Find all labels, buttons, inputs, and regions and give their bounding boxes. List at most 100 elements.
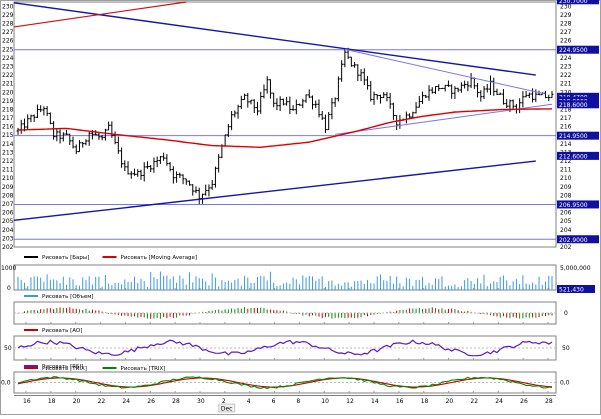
price-tick-left: 221 (2, 81, 14, 88)
price-tick-right: 224 (560, 55, 572, 62)
legend-label: Рисовать [Бары] (42, 255, 89, 261)
legend-label: Рисовать [Moving Average] (121, 255, 198, 261)
price-tick-left: 207 (2, 201, 14, 208)
price-tag-label: 218.6000 (559, 102, 588, 109)
red-channel-line (13, 1, 187, 28)
volume-tick-left: 1000 (1, 265, 16, 272)
price-tick-right: 209 (560, 184, 572, 191)
price-tag (557, 0, 599, 5)
price-panel[interactable] (13, 1, 557, 248)
month-label-box (218, 403, 236, 413)
price-tick-left: 213 (2, 149, 14, 156)
x-tick-label: 18 (421, 398, 429, 405)
price-tag (557, 151, 599, 160)
price-tick-right: 230 (560, 3, 572, 10)
price-tag (557, 235, 599, 244)
price-tick-right: 221 (560, 81, 572, 88)
legend-label: Рисовать [AO] (42, 328, 82, 334)
x-tick-label: 20 (446, 398, 454, 405)
price-tick-left: 204 (2, 227, 14, 234)
x-tick-label: 18 (48, 398, 56, 405)
rsi-tick-left: 50 (4, 345, 12, 352)
price-tick-left: 215 (2, 132, 14, 139)
price-tick-right: 228 (560, 20, 572, 27)
price-tick-left: 228 (2, 20, 14, 27)
price-tag (557, 131, 599, 140)
price-tick-right: 205 (560, 218, 572, 225)
price-tick-right: 212 (560, 158, 572, 165)
price-tag-label: 214.9500 (559, 133, 588, 140)
x-tick-label: 14 (371, 398, 379, 405)
price-tag-label: 202.9000 (559, 237, 588, 244)
price-tick-right: 210 (560, 175, 572, 182)
price-tick-right: 222 (560, 72, 572, 79)
x-tick-label: 16 (23, 398, 31, 405)
price-tag-label: 230.7000 (559, 0, 588, 5)
legend-label: Рисовать [RSI] (42, 364, 83, 370)
x-tick-label: 20 (73, 398, 81, 405)
volume-tag-label: 521,430 (559, 287, 584, 294)
price-tick-left: 203 (2, 235, 14, 242)
price-tick-right: 218 (560, 106, 572, 113)
price-tick-left: 226 (2, 38, 14, 45)
x-tick-label: 30 (197, 398, 205, 405)
price-tick-left: 220 (2, 89, 14, 96)
volume-tick-right: 5,000,000 (560, 265, 591, 272)
legend-label: Рисовать [TRIX] (121, 366, 166, 372)
legend-label: Рисовать [TRIX] (42, 366, 87, 372)
price-tick-left: 205 (2, 218, 14, 225)
x-tick-label: 22 (470, 398, 478, 405)
price-tick-left: 229 (2, 12, 14, 19)
ao-tick: 0 (564, 310, 568, 317)
price-tick-left: 208 (2, 192, 14, 199)
price-tick-left: 206 (2, 210, 14, 217)
triangle-upper-line (344, 48, 546, 95)
price-tick-right: 214 (560, 141, 572, 148)
price-tick-left: 216 (2, 124, 14, 131)
price-tick-left: 210 (2, 175, 14, 182)
volume-bars (17, 271, 553, 290)
month-label: Dec (221, 406, 233, 413)
price-tick-right: 206 (560, 210, 572, 217)
moving-average-line (17, 108, 553, 149)
price-tick-left: 202 (2, 244, 14, 251)
price-tag (557, 45, 599, 54)
x-tick-label: 12 (346, 398, 354, 405)
price-tag-label: 206.9500 (559, 202, 588, 209)
volume-tag (557, 285, 595, 293)
rsi-panel[interactable] (13, 335, 557, 361)
x-tick-label: 22 (98, 398, 106, 405)
x-tick-label: 4 (247, 398, 251, 405)
price-tag (557, 100, 599, 109)
x-tick-label: 8 (296, 398, 300, 405)
price-tick-left: 227 (2, 29, 14, 36)
x-tick-label: 16 (396, 398, 404, 405)
support-trendline (13, 160, 536, 222)
price-tick-left: 222 (2, 72, 14, 79)
price-tick-right: 217 (560, 115, 572, 122)
price-tick-left: 217 (2, 115, 14, 122)
price-tag (557, 92, 599, 101)
price-tick-right: 227 (560, 29, 572, 36)
price-tick-left: 230 (2, 3, 14, 10)
x-tick-label: 28 (545, 398, 553, 405)
trix-line (17, 376, 553, 390)
price-tick-right: 216 (560, 124, 572, 131)
price-tick-right: 223 (560, 63, 572, 70)
price-tick-right: 202 (560, 244, 572, 251)
price-tick-left: 218 (2, 106, 14, 113)
x-tick-label: 10 (321, 398, 329, 405)
price-tick-left: 212 (2, 158, 14, 165)
price-tick-right: 229 (560, 12, 572, 19)
volume-panel[interactable] (13, 264, 557, 291)
price-tick-left: 223 (2, 63, 14, 70)
legend-label: Рисовать [Объем] (42, 294, 94, 300)
price-tick-right: 226 (560, 38, 572, 45)
price-tag-label: 212.6000 (559, 153, 588, 160)
price-tick-left: 224 (2, 55, 14, 62)
price-tick-left: 214 (2, 141, 14, 148)
price-tick-right: 208 (560, 192, 572, 199)
x-tick-label: 24 (495, 398, 503, 405)
x-tick-label: 28 (172, 398, 180, 405)
